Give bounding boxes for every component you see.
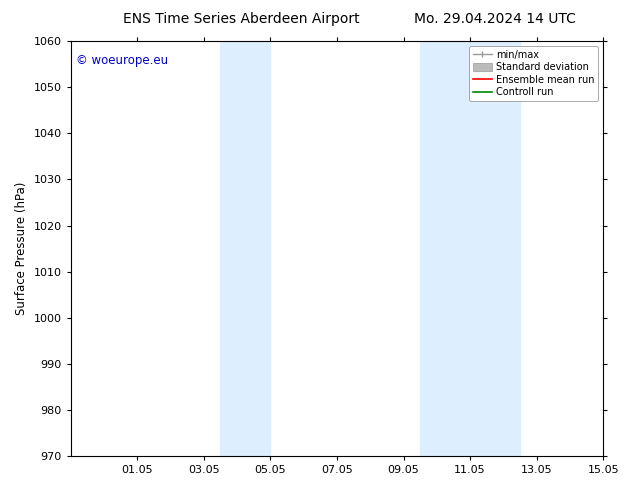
Legend: min/max, Standard deviation, Ensemble mean run, Controll run: min/max, Standard deviation, Ensemble me… <box>469 46 598 101</box>
Y-axis label: Surface Pressure (hPa): Surface Pressure (hPa) <box>15 182 28 315</box>
Text: © woeurope.eu: © woeurope.eu <box>76 54 168 67</box>
Text: Mo. 29.04.2024 14 UTC: Mo. 29.04.2024 14 UTC <box>413 12 576 26</box>
Bar <box>221 41 270 456</box>
Bar <box>420 41 520 456</box>
Text: ENS Time Series Aberdeen Airport: ENS Time Series Aberdeen Airport <box>122 12 359 26</box>
